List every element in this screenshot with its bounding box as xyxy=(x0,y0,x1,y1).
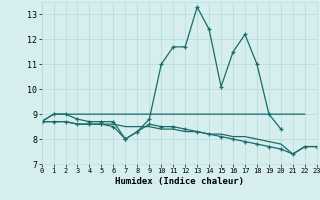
X-axis label: Humidex (Indice chaleur): Humidex (Indice chaleur) xyxy=(115,177,244,186)
